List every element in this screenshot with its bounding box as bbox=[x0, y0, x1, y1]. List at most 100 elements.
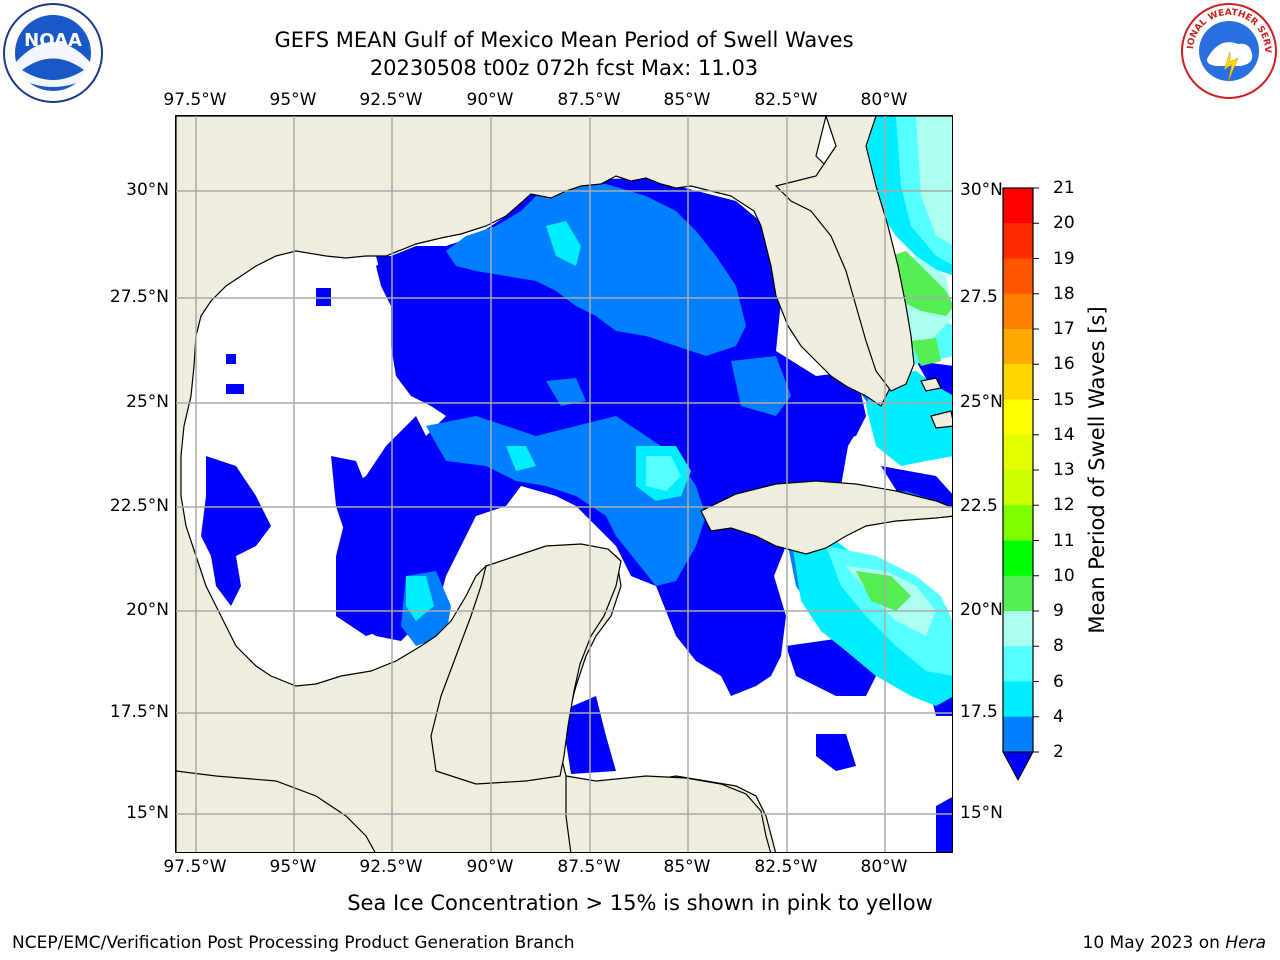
lat-label-left: 25°N bbox=[126, 392, 169, 412]
lon-label-bottom: 95°W bbox=[269, 857, 317, 877]
swell-field-2-4s bbox=[376, 256, 416, 316]
lon-label-top: 90°W bbox=[466, 90, 514, 110]
colorbar-tick-label: 4 bbox=[1053, 706, 1064, 727]
colorbar-tick-label: 11 bbox=[1053, 530, 1075, 551]
swell-field-8-9s bbox=[646, 456, 681, 491]
colorbar-tick-label: 13 bbox=[1053, 460, 1075, 480]
colorbar-cell bbox=[1003, 434, 1033, 471]
colorbar-cell bbox=[1003, 329, 1033, 365]
footer-date: 10 May 2023 on Hera bbox=[1083, 933, 1267, 953]
noaa-logo: NOAA bbox=[2, 2, 104, 108]
lon-label-bottom: 90°W bbox=[466, 857, 514, 877]
lon-label-top: 80°W bbox=[860, 90, 908, 110]
swell-field-6-8s bbox=[866, 371, 952, 466]
colorbar-cell bbox=[1003, 716, 1033, 753]
colorbar-cells bbox=[1003, 188, 1033, 753]
footer-date-text: 10 May 2023 on bbox=[1082, 933, 1226, 953]
colorbar-tick-label: 17 bbox=[1053, 319, 1075, 339]
swell-field-2-4s bbox=[816, 734, 856, 771]
lat-label-right: 25°N bbox=[960, 392, 1003, 412]
swell-field-2-4s bbox=[561, 696, 616, 774]
colorbar-tick-label: 15 bbox=[1053, 389, 1075, 410]
swell-field-2-4s bbox=[226, 384, 244, 394]
swell-field-2-4s bbox=[226, 354, 236, 364]
swell-field-10-11s bbox=[911, 338, 941, 366]
colorbar-cell bbox=[1003, 188, 1033, 224]
swell-field-4-6s bbox=[446, 184, 746, 356]
colorbar-cell bbox=[1003, 399, 1033, 436]
colorbar-cell bbox=[1003, 681, 1033, 718]
land-cuba bbox=[700, 480, 952, 555]
lon-label-bottom: 85°W bbox=[663, 857, 711, 877]
noaa-logo-text: NOAA bbox=[24, 30, 82, 51]
colorbar-cell bbox=[1003, 646, 1033, 682]
swell-field-6-8s bbox=[406, 576, 434, 621]
colorbar-cell bbox=[1003, 611, 1033, 647]
swell-field-9-10s bbox=[916, 116, 952, 245]
lat-label-right: 22.5 bbox=[960, 496, 998, 516]
colorbar-tick-label: 20 bbox=[1053, 213, 1075, 234]
colorbar bbox=[1002, 187, 1039, 782]
lon-label-top: 92.5°W bbox=[359, 90, 423, 110]
lat-label-left: 15°N bbox=[126, 803, 169, 823]
colorbar-tick-label: 12 bbox=[1053, 495, 1075, 516]
colorbar-tick-label: 9 bbox=[1053, 601, 1064, 621]
swell-field-6-8s bbox=[506, 446, 536, 471]
land-yucatan bbox=[430, 543, 622, 785]
swell-field-2-4s bbox=[881, 466, 952, 511]
colorbar-tick-label: 18 bbox=[1053, 283, 1075, 304]
colorbar-tick-label: 8 bbox=[1053, 636, 1064, 657]
colorbar-cell bbox=[1003, 470, 1033, 506]
footer-credit: NCEP/EMC/Verification Post Processing Pr… bbox=[12, 933, 575, 953]
lat-label-right: 15°N bbox=[960, 803, 1003, 823]
lon-label-bottom: 92.5°W bbox=[359, 857, 423, 877]
colorbar-cell bbox=[1003, 505, 1033, 541]
land-central-america bbox=[176, 770, 376, 852]
lon-label-top: 97.5°W bbox=[163, 90, 227, 110]
footer-host: Hera bbox=[1225, 933, 1266, 953]
nws-logo: NATIONAL WEATHER SERVICE bbox=[1176, 0, 1278, 104]
colorbar-cell bbox=[1003, 258, 1033, 295]
lat-label-right: 27.5 bbox=[960, 287, 998, 307]
colorbar-cell bbox=[1003, 364, 1033, 400]
colorbar-title: Mean Period of Swell Waves [s] bbox=[1085, 306, 1109, 634]
swell-field-6-8s bbox=[546, 221, 581, 266]
sea-ice-footnote: Sea Ice Concentration > 15% is shown in … bbox=[347, 891, 933, 915]
lon-label-top: 95°W bbox=[269, 90, 317, 110]
lat-label-left: 17.5°N bbox=[109, 702, 169, 722]
colorbar-tick-label: 10 bbox=[1053, 565, 1075, 586]
lat-label-left: 20°N bbox=[126, 600, 169, 620]
lat-label-left: 22.5°N bbox=[109, 496, 169, 516]
swell-field-10-11s bbox=[856, 571, 911, 611]
colorbar-tick-label: 21 bbox=[1053, 178, 1075, 198]
lon-label-bottom: 97.5°W bbox=[163, 857, 227, 877]
swell-field-2-4s bbox=[806, 406, 866, 441]
colorbar-tick-label: 2 bbox=[1053, 742, 1064, 762]
swell-field-4-6s bbox=[731, 356, 791, 416]
colorbar-cell bbox=[1003, 540, 1033, 577]
lon-label-bottom: 80°W bbox=[860, 857, 908, 877]
swell-field-2-4s bbox=[201, 456, 271, 606]
lat-label-right: 17.5 bbox=[960, 702, 998, 722]
swell-field-2-4s bbox=[936, 797, 952, 852]
land-florida bbox=[774, 116, 915, 392]
colorbar-extend-arrow bbox=[1002, 751, 1034, 782]
swell-field-2-4s bbox=[316, 288, 331, 306]
map-canvas bbox=[176, 116, 952, 852]
lon-label-top: 85°W bbox=[663, 90, 711, 110]
colorbar-cell bbox=[1003, 575, 1033, 612]
swell-field-2-4s bbox=[331, 456, 416, 636]
plot-title: GEFS MEAN Gulf of Mexico Mean Period of … bbox=[274, 28, 854, 52]
colorbar-tick-label: 19 bbox=[1053, 248, 1075, 269]
colorbar-tick-label: 16 bbox=[1053, 354, 1075, 375]
map-panel bbox=[175, 115, 953, 853]
lon-label-bottom: 87.5°W bbox=[557, 857, 621, 877]
land-bahamas bbox=[930, 410, 952, 429]
colorbar-cell bbox=[1003, 293, 1033, 330]
colorbar-cell bbox=[1003, 223, 1033, 259]
lat-label-left: 27.5°N bbox=[109, 287, 169, 307]
lat-label-right: 20°N bbox=[960, 600, 1003, 620]
graticule bbox=[176, 116, 952, 852]
lat-label-left: 30°N bbox=[126, 180, 169, 200]
lat-label-right: 30°N bbox=[960, 180, 1003, 200]
